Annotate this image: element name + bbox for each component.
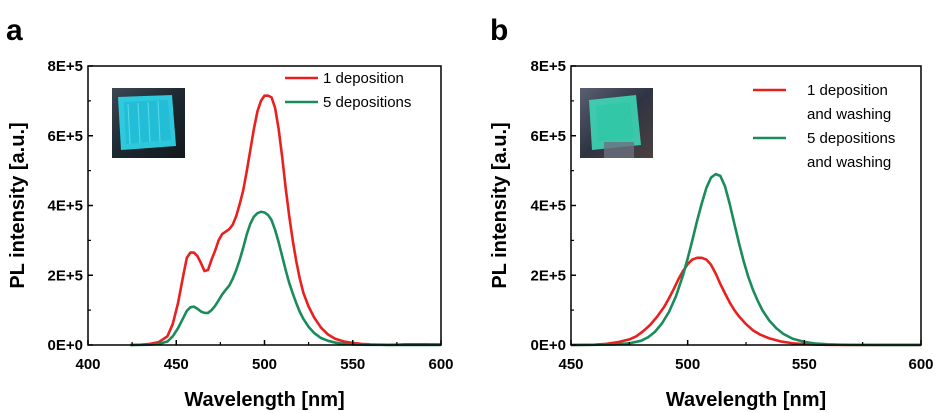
series-line-2 (130, 210, 441, 347)
x-tick-label: 550 (340, 356, 365, 373)
series-line-2 (570, 172, 922, 347)
legend: 1 deposition and washing 5 depositions a… (753, 82, 895, 171)
series-line-1 (570, 256, 921, 347)
legend-label: and washing (807, 154, 891, 171)
x-tick-label: 600 (908, 356, 933, 373)
panel-a: a 400 450 500 550 600 0E+0 2E+5 4E+5 6E+5 8E+5 W… (6, 14, 454, 411)
x-tick-label: 500 (675, 356, 700, 373)
series-layer (570, 172, 922, 347)
panel-letter: a (6, 14, 23, 47)
legend-label: 1 deposition (323, 70, 404, 87)
inset-photo (580, 88, 653, 158)
y-axis-ticks: 0E+0 2E+5 4E+5 6E+5 8E+5 (48, 58, 93, 354)
x-axis-label: Wavelength [nm] (666, 389, 826, 411)
y-axis-label: PL intensity [a.u.] (489, 122, 511, 288)
x-tick-label: 550 (792, 356, 817, 373)
y-tick-label: 0E+0 (531, 337, 566, 354)
x-tick-label: 450 (558, 356, 583, 373)
x-tick-label: 450 (164, 356, 189, 373)
legend-label: 5 depositions (323, 94, 411, 111)
x-tick-label: 600 (428, 356, 453, 373)
legend-label: 1 deposition (807, 82, 888, 99)
x-axis-ticks: 450 500 550 600 (558, 340, 934, 373)
y-tick-label: 2E+5 (531, 267, 566, 284)
legend: 1 deposition 5 depositions (285, 70, 411, 111)
x-axis-label: Wavelength [nm] (184, 389, 344, 411)
y-axis-label: PL intensity [a.u.] (7, 122, 29, 288)
series-line-1 (130, 94, 442, 347)
y-tick-label: 6E+5 (48, 128, 83, 145)
series-layer (130, 94, 442, 347)
x-tick-label: 500 (252, 356, 277, 373)
y-axis-ticks: 0E+0 2E+5 4E+5 6E+5 8E+5 (531, 58, 576, 354)
y-tick-label: 6E+5 (531, 128, 566, 145)
x-axis-ticks: 400 450 500 550 600 (75, 340, 454, 373)
x-tick-label: 400 (75, 356, 100, 373)
y-tick-label: 4E+5 (48, 198, 83, 215)
legend-label: and washing (807, 106, 891, 123)
legend-label: 5 depositions (807, 130, 895, 147)
y-tick-label: 2E+5 (48, 267, 83, 284)
panel-b: b 450 500 550 600 0E+0 2E+5 4E+5 6E+5 8E+5 Wave… (489, 14, 934, 411)
inset-photo (112, 88, 185, 158)
y-tick-label: 8E+5 (531, 58, 566, 75)
panel-letter: b (490, 14, 508, 47)
y-tick-label: 8E+5 (48, 58, 83, 75)
y-tick-label: 4E+5 (531, 198, 566, 215)
y-tick-label: 0E+0 (48, 337, 83, 354)
